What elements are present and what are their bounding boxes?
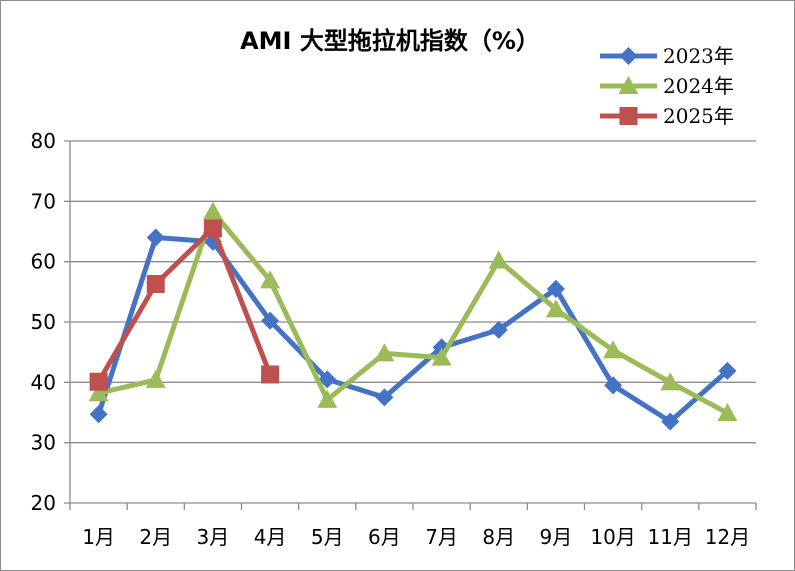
data-point-2025年-1月 bbox=[89, 372, 108, 391]
data-point-2023年-1月 bbox=[89, 405, 108, 424]
x-tick-label-11: 11月 bbox=[648, 525, 693, 549]
legend-item-2023年: 2023年 bbox=[600, 44, 734, 68]
data-point-2023年-4月 bbox=[261, 311, 280, 330]
data-point-2024年-5月 bbox=[317, 389, 338, 408]
data-point-2024年-10月 bbox=[603, 340, 624, 359]
x-tick-label-2: 2月 bbox=[139, 525, 172, 549]
data-point-2024年-2月 bbox=[145, 369, 166, 388]
chart-title: AMI 大型拖拉机指数（%） bbox=[240, 27, 540, 55]
legend-item-2024年: 2024年 bbox=[600, 74, 734, 98]
data-point-2023年-11月 bbox=[661, 412, 680, 431]
x-tick-labels: 1月 2月 3月 4月 5月 6月 7月 8月 9月 10月 11月 12月 bbox=[82, 525, 750, 549]
data-point-2024年-4月 bbox=[260, 270, 281, 289]
data-point-2024年-1月 bbox=[88, 383, 109, 402]
legend-label-2024年: 2024年 bbox=[663, 74, 734, 98]
x-tick-label-5: 5月 bbox=[311, 525, 344, 549]
legend-marker-2024年 bbox=[618, 76, 639, 94]
x-tick-label-8: 8月 bbox=[482, 525, 515, 549]
x-tick-label-7: 7月 bbox=[425, 525, 458, 549]
y-tick-label-30: 30 bbox=[31, 431, 56, 455]
series-line-2025年 bbox=[96, 225, 273, 383]
y-tick-label-40: 40 bbox=[31, 370, 56, 394]
y-tick-label-20: 20 bbox=[31, 491, 56, 515]
series-2025年 bbox=[89, 219, 280, 391]
legend-label-2023年: 2023年 bbox=[663, 44, 734, 68]
data-point-2024年-11月 bbox=[660, 372, 681, 391]
series-group bbox=[88, 201, 738, 431]
legend-item-2025年: 2025年 bbox=[600, 104, 734, 128]
data-point-2024年-7月 bbox=[431, 347, 452, 366]
y-tick-label-80: 80 bbox=[31, 129, 56, 153]
x-tick-label-1: 1月 bbox=[82, 525, 115, 549]
y-tick-label-60: 60 bbox=[31, 250, 56, 274]
data-point-2024年-8月 bbox=[488, 250, 509, 269]
axes bbox=[69, 141, 757, 510]
x-tick-label-4: 4月 bbox=[254, 525, 287, 549]
data-point-2023年-5月 bbox=[318, 370, 337, 389]
series-2023年 bbox=[89, 228, 737, 431]
x-tick-label-10: 10月 bbox=[590, 525, 635, 549]
data-point-2024年-6月 bbox=[374, 343, 395, 362]
data-point-2024年-12月 bbox=[717, 403, 738, 422]
data-point-2023年-2月 bbox=[146, 228, 165, 247]
data-point-2023年-10月 bbox=[604, 376, 623, 395]
y-tick-label-70: 70 bbox=[31, 189, 56, 213]
data-point-2025年-4月 bbox=[261, 365, 280, 384]
x-tick-label-3: 3月 bbox=[197, 525, 230, 549]
legend: 2023年 2024年 2025年 bbox=[600, 44, 734, 128]
data-point-2025年-3月 bbox=[203, 219, 222, 238]
data-point-2024年-3月 bbox=[202, 201, 223, 220]
x-tick-label-9: 9月 bbox=[540, 525, 573, 549]
data-point-2023年-8月 bbox=[489, 320, 508, 339]
legend-marker-2023年 bbox=[619, 47, 638, 65]
x-tick-label-6: 6月 bbox=[368, 525, 401, 549]
data-point-2024年-9月 bbox=[545, 299, 566, 318]
data-point-2023年-9月 bbox=[546, 279, 565, 298]
y-tick-labels: 20 30 40 50 60 70 80 bbox=[31, 129, 56, 515]
legend-label-2025年: 2025年 bbox=[663, 104, 734, 128]
data-point-2023年-6月 bbox=[375, 388, 394, 407]
data-point-2025年-2月 bbox=[146, 274, 165, 293]
gridlines bbox=[64, 140, 756, 504]
series-2024年 bbox=[88, 201, 738, 422]
y-tick-label-50: 50 bbox=[31, 310, 56, 334]
legend-marker-2025年 bbox=[619, 107, 638, 125]
data-point-2023年-12月 bbox=[718, 361, 737, 380]
x-tick-label-12: 12月 bbox=[705, 525, 750, 549]
